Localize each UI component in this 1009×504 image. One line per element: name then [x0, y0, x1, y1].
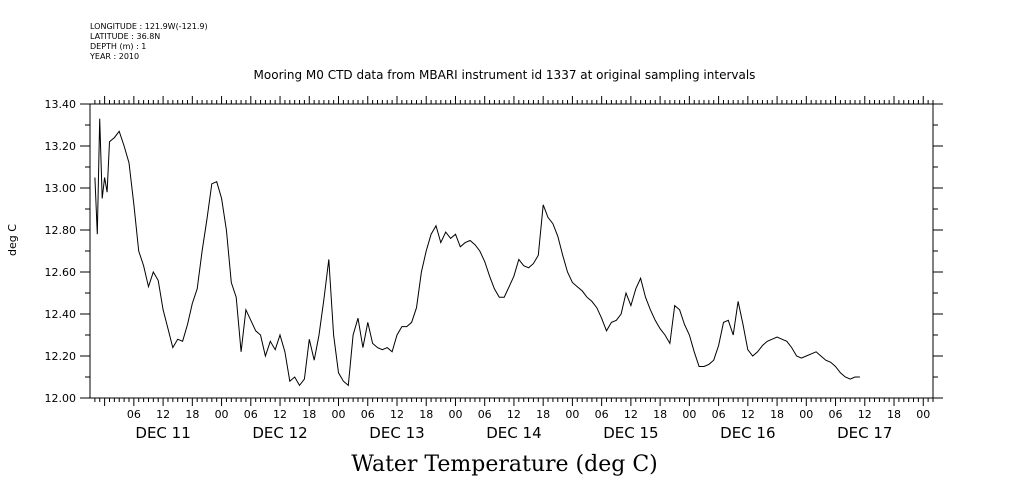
- x-tick-label: 06: [829, 408, 843, 421]
- x-tick-label: 00: [215, 408, 229, 421]
- longitude-text: LONGITUDE : 121.9W(-121.9): [90, 22, 208, 31]
- x-day-label: DEC 11: [135, 424, 190, 442]
- x-tick-label: 18: [302, 408, 316, 421]
- y-tick-label: 13.40: [45, 98, 77, 111]
- y-tick-label: 13.20: [45, 140, 77, 153]
- location-metadata: LONGITUDE : 121.9W(-121.9) LATITUDE : 36…: [90, 22, 208, 62]
- axis-ticks: [80, 96, 943, 406]
- x-day-label: DEC 12: [252, 424, 307, 442]
- y-tick-label: 12.20: [45, 350, 77, 363]
- x-tick-label: 00: [682, 408, 696, 421]
- x-tick-label: 06: [361, 408, 375, 421]
- x-axis-label: Water Temperature (deg C): [351, 452, 658, 477]
- y-tick-label: 12.60: [45, 266, 77, 279]
- depth-text: DEPTH (m) : 1: [90, 42, 147, 51]
- temperature-series-line: [94, 118, 860, 387]
- x-tick-label: 00: [565, 408, 579, 421]
- y-tick-label: 12.00: [45, 392, 77, 405]
- x-tick-label: 18: [770, 408, 784, 421]
- x-tick-label: 06: [244, 408, 258, 421]
- y-tick-label: 12.80: [45, 224, 77, 237]
- axis-tick-labels: 06 12 18 00 06 12 18 00 06 12 18 00 06 12 18 00 06 12 18 00…: [45, 98, 931, 442]
- x-tick-label: 06: [127, 408, 141, 421]
- x-tick-label: 12: [858, 408, 872, 421]
- x-tick-label: 18: [887, 408, 901, 421]
- x-day-label: DEC 15: [603, 424, 658, 442]
- x-tick-label: 00: [799, 408, 813, 421]
- x-tick-label: 06: [595, 408, 609, 421]
- x-tick-label: 12: [741, 408, 755, 421]
- x-tick-label: 00: [448, 408, 462, 421]
- x-tick-label: 12: [156, 408, 170, 421]
- x-tick-label: 00: [332, 408, 346, 421]
- x-tick-label: 12: [273, 408, 287, 421]
- x-tick-label: 12: [390, 408, 404, 421]
- x-day-label: DEC 14: [486, 424, 541, 442]
- x-tick-label: 12: [507, 408, 521, 421]
- latitude-text: LATITUDE : 36.8N: [90, 32, 161, 41]
- x-tick-label: 06: [478, 408, 492, 421]
- x-tick-label: 12: [624, 408, 638, 421]
- x-day-label: DEC 13: [369, 424, 424, 442]
- x-tick-label: 06: [712, 408, 726, 421]
- plot-frame: [89, 103, 934, 399]
- x-tick-label: 18: [419, 408, 433, 421]
- chart-title: Mooring M0 CTD data from MBARI instrumen…: [253, 68, 756, 82]
- x-tick-label: 00: [916, 408, 930, 421]
- x-tick-label: 18: [536, 408, 550, 421]
- x-tick-label: 18: [653, 408, 667, 421]
- y-tick-label: 12.40: [45, 308, 77, 321]
- x-tick-label: 18: [185, 408, 199, 421]
- x-day-label: DEC 17: [837, 424, 892, 442]
- x-day-label: DEC 16: [720, 424, 775, 442]
- year-text: YEAR : 2010: [90, 52, 140, 61]
- y-tick-label: 13.00: [45, 182, 77, 195]
